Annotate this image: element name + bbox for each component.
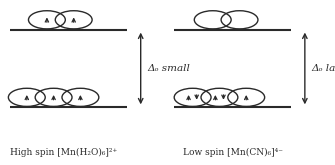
Text: Low spin [Mn(CN)₆]⁴⁻: Low spin [Mn(CN)₆]⁴⁻ — [183, 148, 283, 157]
Text: Δₒ large: Δₒ large — [312, 64, 335, 73]
Text: High spin [Mn(H₂O)₆]²⁺: High spin [Mn(H₂O)₆]²⁺ — [10, 148, 117, 157]
Text: Δₒ small: Δₒ small — [147, 64, 190, 73]
